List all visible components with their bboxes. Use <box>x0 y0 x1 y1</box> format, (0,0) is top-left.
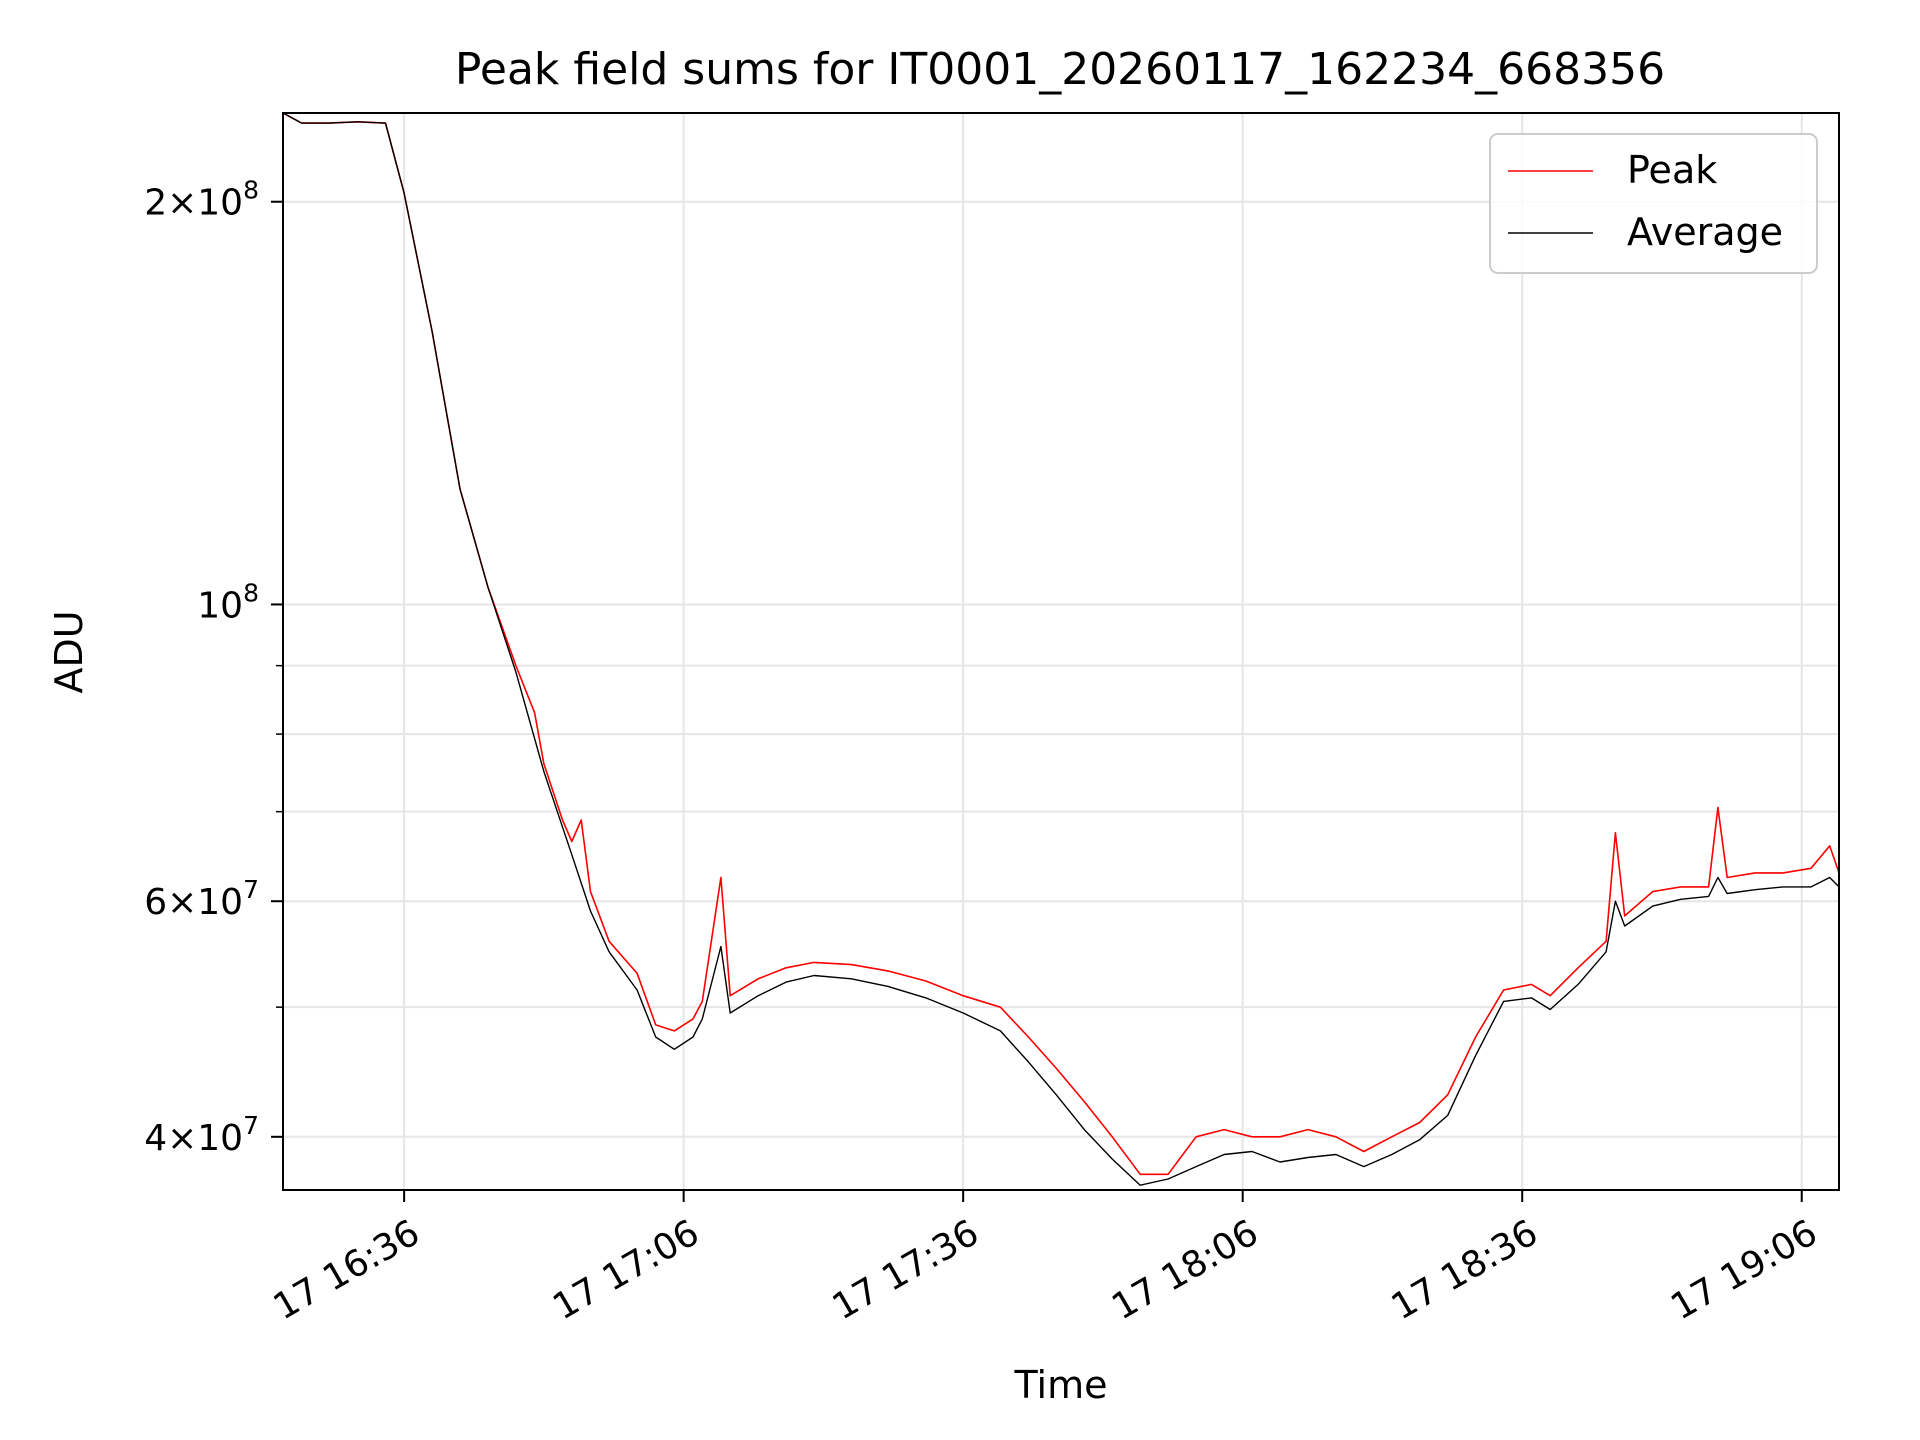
grid-lines <box>283 113 1839 1190</box>
chart-title: Peak field sums for IT0001_20260117_1622… <box>455 44 1665 95</box>
legend-label-peak: Peak <box>1627 148 1717 192</box>
legend-box <box>1489 133 1818 274</box>
series-line-peak <box>283 113 1839 1176</box>
y-tick-label: 2×108 <box>144 176 259 224</box>
series-layer <box>283 113 1839 1186</box>
y-tick-label: 108 <box>197 578 259 626</box>
y-tick-label: 4×107 <box>144 1111 259 1159</box>
y-axis: 2×108 108 6×107 4×107 <box>144 176 283 1159</box>
y-axis-label: ADU <box>47 610 91 693</box>
x-axis-label: Time <box>1014 1363 1108 1407</box>
y-tick-label: 6×107 <box>144 875 259 923</box>
series-line-average <box>283 113 1839 1186</box>
legend-label-average: Average <box>1627 210 1783 254</box>
legend: Peak Average <box>1489 133 1818 274</box>
plot-frame <box>282 112 1840 1191</box>
